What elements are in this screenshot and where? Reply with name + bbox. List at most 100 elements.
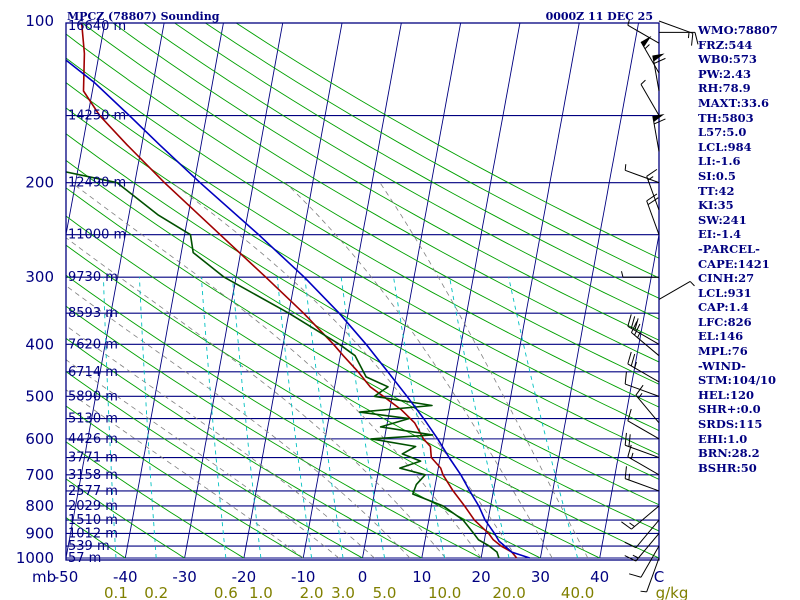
dry-adiabat-line [235, 23, 659, 259]
dry-adiabat-line [173, 23, 659, 299]
mixing-ratio-label: 2.0 [300, 584, 324, 600]
temperature-tick-label: 10 [412, 568, 431, 586]
temperature-tick-label: -50 [54, 568, 79, 586]
index-entry: MAXT:33.6 [698, 95, 769, 110]
wind-barb [630, 321, 660, 357]
pressure-tick-label: 600 [25, 430, 54, 448]
wind-barb [659, 31, 699, 45]
mixing-ratio-line [508, 277, 579, 559]
wind-barbs [621, 19, 699, 593]
index-entry: TT:42 [698, 183, 735, 198]
moist-adiabat-line [66, 389, 304, 559]
dry-adiabat-line [66, 274, 541, 559]
mixing-ratio-label: 40.0 [561, 584, 594, 600]
index-entry: FRZ:544 [698, 37, 753, 52]
moist-adiabat-line [171, 182, 518, 559]
wind-barb [627, 19, 660, 44]
isotherm-line [66, 23, 165, 559]
index-entry: BSHR:50 [698, 460, 757, 475]
index-entry: CAPE:1421 [698, 256, 770, 271]
index-entry: -WIND- [698, 358, 746, 373]
temperature-tick-label: -10 [291, 568, 316, 586]
height-label: 7620 m [68, 337, 118, 352]
pressure-tick-label: 400 [25, 335, 54, 353]
pressure-tick-label: 900 [25, 524, 54, 542]
wind-barb [627, 444, 660, 476]
temperature-profile-line [80, 23, 518, 559]
dry-adiabat-line [66, 478, 185, 559]
index-entry: SRDS:115 [698, 417, 763, 432]
pressure-tick-label: 1000 [16, 549, 54, 567]
wind-barb [658, 20, 694, 46]
index-entry: RH:78.9 [698, 81, 751, 96]
mixing-ratio-label: 3.0 [331, 584, 355, 600]
mixing-ratio-label: 0.6 [214, 584, 238, 600]
wind-barb [627, 351, 660, 383]
wind-barb [652, 53, 666, 92]
temperature-tick-label: 20 [472, 568, 491, 586]
index-entry: MPL:76 [698, 344, 748, 359]
wind-barb [646, 168, 660, 211]
pressure-tick-label: 100 [25, 12, 54, 30]
height-label: 57 m [68, 551, 101, 566]
moist-adiabat-line [379, 182, 589, 559]
dry-adiabat-line [66, 107, 659, 456]
chart-title: MPCZ (78807) Sounding [67, 10, 220, 23]
wind-barb [635, 384, 660, 424]
height-label: 5130 m [68, 412, 118, 427]
index-entry: LFC:826 [698, 314, 752, 329]
wind-barb [624, 371, 660, 397]
mixing-ratio-label: 0.1 [104, 584, 128, 600]
mixing-ratio-label: 20.0 [492, 584, 525, 600]
temperature-tick-label: C [654, 568, 664, 586]
index-entry: LCL:931 [698, 285, 752, 300]
index-entry: EI:-1.4 [698, 227, 742, 242]
index-entry: SI:0.5 [698, 168, 736, 183]
dry-adiabat-line [66, 215, 659, 559]
index-entry: LCL:984 [698, 139, 752, 154]
isotherm-line [539, 23, 639, 559]
isotherm-line [184, 23, 284, 559]
isotherm-line [421, 23, 521, 559]
temperature-tick-label: -30 [172, 568, 197, 586]
index-entry: KI:35 [698, 198, 734, 213]
height-label: 8593 m [68, 306, 118, 321]
wind-barb [628, 545, 660, 578]
wind-barb [658, 281, 695, 300]
wind-barb [646, 193, 660, 235]
dry-adiabat-line [66, 187, 659, 532]
isotherm-line [302, 23, 402, 559]
dewpoint-profile-line [66, 171, 500, 559]
index-entry: EHI:1.0 [698, 431, 748, 446]
parcel-trace-line [66, 59, 530, 559]
index-entry: L57:5.0 [698, 125, 747, 140]
pressure-tick-label: 500 [25, 387, 54, 405]
temperature-tick-label: 30 [531, 568, 550, 586]
index-entry: LI:-1.6 [698, 154, 741, 169]
dry-adiabat-line [81, 23, 659, 363]
dry-adiabat-line [66, 159, 659, 506]
mixing-ratio-label: 0.2 [144, 584, 168, 600]
isotherm-line [362, 23, 462, 559]
height-label: 1510 m [68, 513, 118, 528]
height-label: 6714 m [68, 365, 118, 380]
index-entry: STM:104/10 [698, 373, 777, 388]
index-entry: SHR+:0.0 [698, 402, 761, 417]
isotherm-line [243, 23, 343, 559]
temperature-tick-label: -20 [232, 568, 257, 586]
mixing-ratio-label: g/kg [656, 584, 689, 600]
wind-barb [624, 164, 660, 184]
wind-barb [621, 505, 660, 530]
dry-adiabat-line [142, 23, 659, 320]
index-entry: SW:241 [698, 212, 747, 227]
wind-barb [652, 113, 666, 152]
pressure-tick-label: 200 [25, 174, 54, 192]
mixing-ratio-label: 10.0 [428, 584, 461, 600]
plot-area [66, 23, 659, 560]
index-entry: HEL:120 [698, 387, 754, 402]
wind-barb [624, 533, 660, 562]
index-entry: TH:5803 [698, 110, 754, 125]
stability-indices-panel: WMO:78807 FRZ:544 WB0:573 PW:2.43 RH:78.9 MAX… [698, 23, 800, 475]
mixing-ratio-line [449, 277, 510, 559]
